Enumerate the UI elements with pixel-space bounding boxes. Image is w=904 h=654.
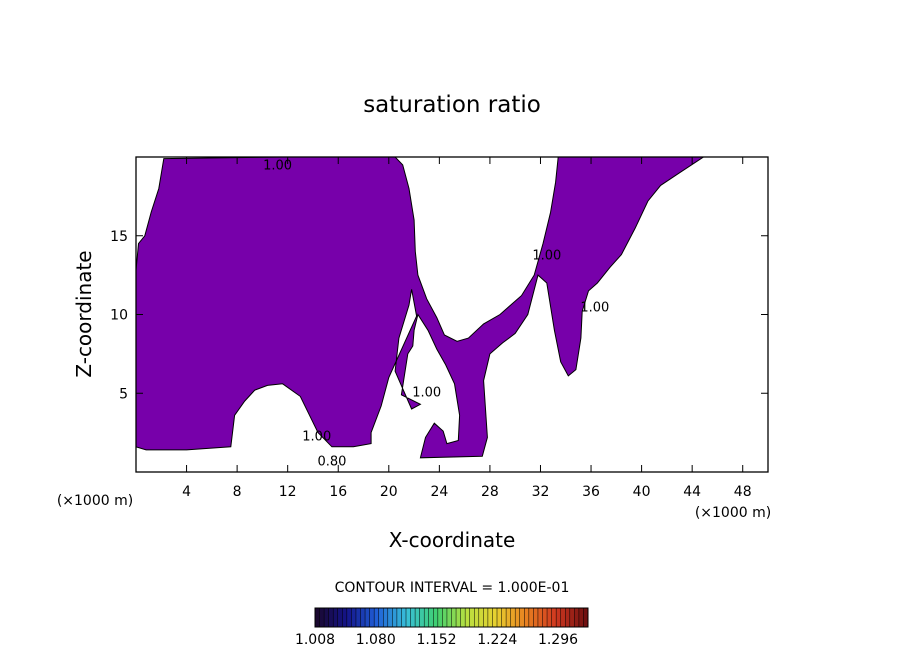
chart-title: saturation ratio [363,92,541,118]
colorbar-swatch [374,608,380,627]
colorbar-swatch [328,608,334,627]
colorbar-swatch [556,608,562,627]
colorbar-swatch [487,608,493,627]
colorbar-swatch [506,608,512,627]
x-tick-label: 12 [279,484,297,500]
colorbar-swatch [419,608,425,627]
x-tick-label: 32 [532,484,550,500]
x-tick-label: 44 [683,484,701,500]
colorbar-swatch [583,608,589,627]
x-axis-label: X-coordinate [389,528,516,552]
x-axis: 4 8 12 16 20 24 28 32 36 40 44 48 [182,157,752,500]
plot-area: 1.00 1.00 1.00 1.00 1.00 0.80 [136,157,705,470]
colorbar-swatch [551,608,557,627]
x-tick-label: 4 [182,484,191,500]
y-tick-label: 10 [110,308,128,324]
colorbar-swatch [565,608,571,627]
colorbar-swatch [396,608,402,627]
contour-label-5: 1.00 [302,430,331,445]
colorbar-swatch [469,608,475,627]
colorbar-swatch [515,608,521,627]
x-tick-label: 40 [633,484,651,500]
y-axis: 5 10 15 [110,229,768,402]
colorbar-swatch [456,608,461,627]
y-tick-label: 15 [110,229,128,245]
x-tick-label: 24 [430,484,448,500]
colorbar-swatch [315,608,320,627]
colorbar-swatch [319,608,325,627]
colorbar-swatch [401,608,407,627]
colorbar-swatch [574,608,580,627]
contour-label-1: 1.00 [263,159,292,174]
colorbar-swatch [333,608,339,627]
colorbar-swatch [483,608,489,627]
colorbar-swatch [383,608,389,627]
x-unit-label-right: (×1000 m) [695,505,771,521]
colorbar-tick-label: 1.152 [416,632,456,648]
colorbar-swatch [406,608,411,627]
colorbar-tick-label: 1.224 [477,632,517,648]
colorbar-swatch [433,608,439,627]
colorbar-swatch [337,608,343,627]
contour-label-3: 1.00 [580,300,609,315]
colorbar-swatch [537,608,543,627]
colorbar: 1.008 1.080 1.152 1.224 1.296 [295,607,589,648]
colorbar-swatch [446,608,452,627]
colorbar-swatch [474,608,480,627]
colorbar-swatch [578,608,584,627]
contour-label-4: 1.00 [412,385,441,400]
x-tick-label: 48 [734,484,752,500]
colorbar-swatch [442,608,448,627]
x-tick-label: 16 [329,484,347,500]
colorbar-swatch [378,608,384,627]
colorbar-tick-label: 1.080 [356,632,396,648]
colorbar-swatch [392,608,398,627]
colorbar-swatch [387,608,393,627]
colorbar-swatch [478,608,484,627]
colorbar-swatch [501,608,507,627]
colorbar-tick-label: 1.296 [538,632,578,648]
colorbar-swatch [351,608,357,627]
x-tick-label: 28 [481,484,499,500]
x-unit-label-left: (×1000 m) [57,493,133,509]
x-tick-label: 20 [380,484,398,500]
x-tick-label: 8 [233,484,242,500]
colorbar-swatch [465,608,471,627]
colorbar-swatch [547,608,552,627]
colorbar-swatch [460,608,466,627]
colorbar-swatch [437,608,443,627]
contour-interval-label: CONTOUR INTERVAL = 1.000E-01 [335,580,570,596]
colorbar-swatch [497,608,502,627]
colorbar-swatch [365,608,370,627]
colorbar-swatch [410,608,416,627]
colorbar-swatch [519,608,525,627]
colorbar-swatch [415,608,421,627]
colorbar-swatch [360,608,366,627]
colorbar-swatch [492,608,498,627]
colorbar-swatch [324,608,330,627]
colorbar-swatch [528,608,534,627]
colorbar-swatch [428,608,434,627]
colorbar-frame [314,607,589,628]
colorbar-tick-label: 1.008 [295,632,335,648]
colorbar-swatch [342,608,348,627]
colorbar-swatch [510,608,516,627]
colorbar-swatch [355,608,361,627]
x-tick-label: 36 [582,484,600,500]
colorbar-swatch [560,608,566,627]
colorbar-swatch [451,608,457,627]
y-axis-label: Z-coordinate [72,250,96,377]
y-tick-label: 5 [119,386,128,402]
supersaturated-region-1 [136,157,705,459]
colorbar-swatch [369,608,375,627]
colorbar-swatch [346,608,352,627]
colorbar-swatch [524,608,530,627]
colorbar-swatch [542,608,548,627]
colorbar-swatch [533,608,539,627]
colorbar-swatch [424,608,430,627]
contour-label-2: 1.00 [532,248,561,263]
colorbar-swatch [569,608,575,627]
contour-label-6: 0.80 [317,455,346,470]
